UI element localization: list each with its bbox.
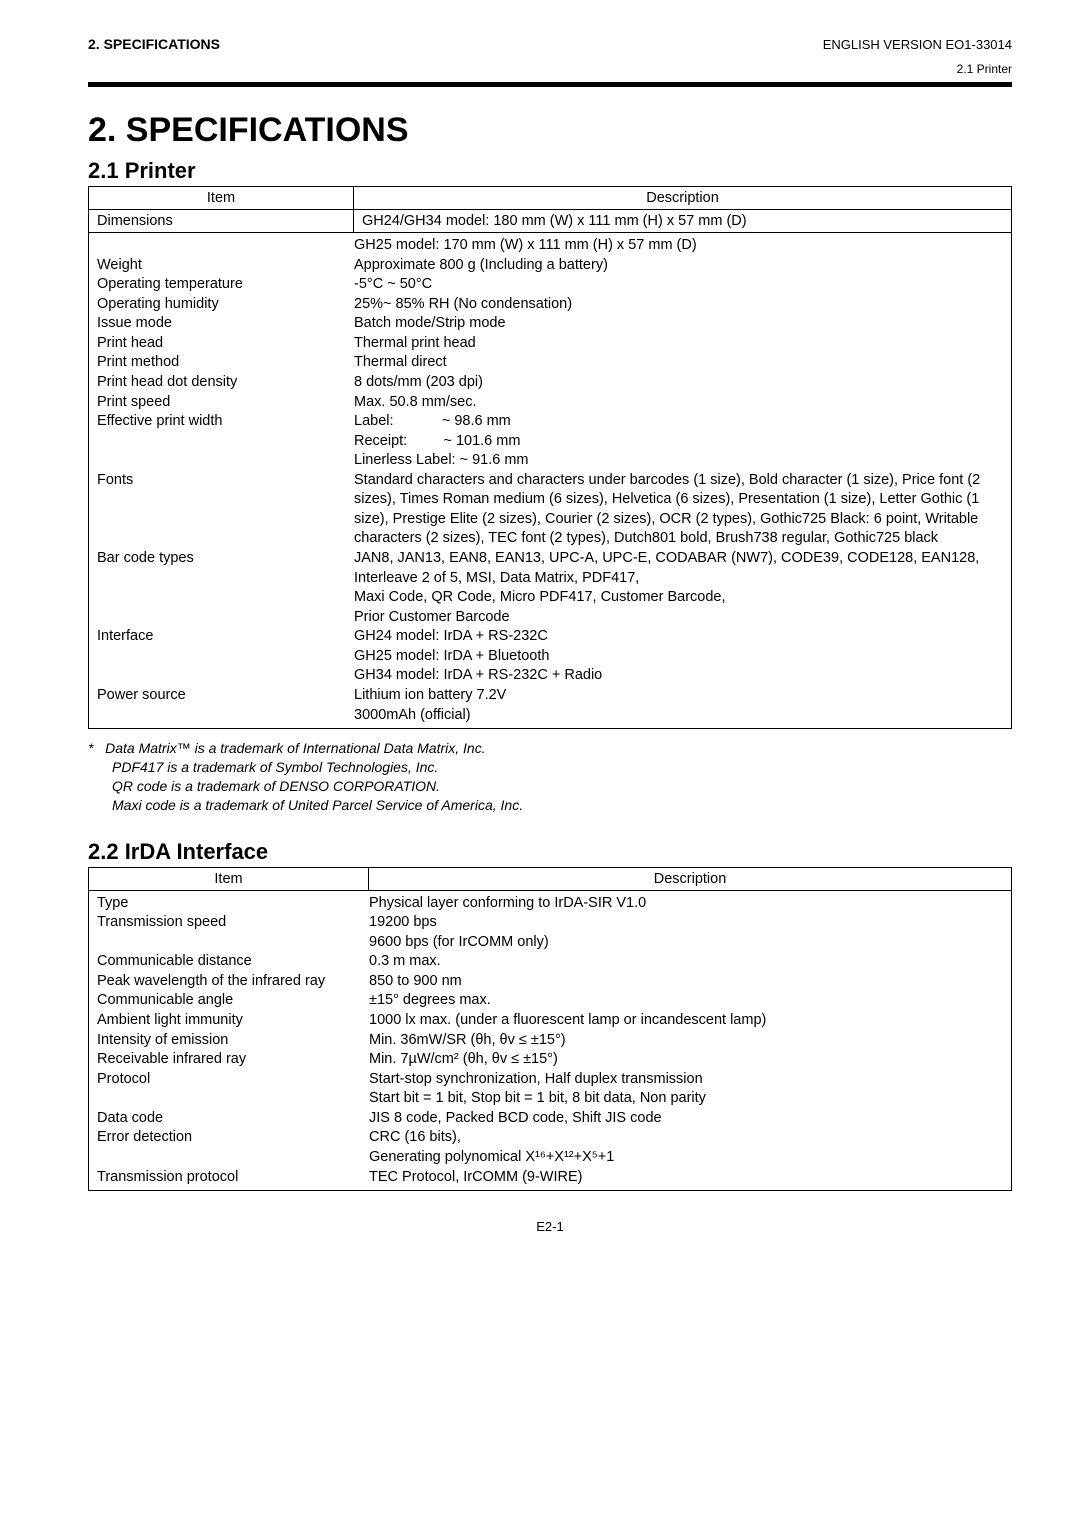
fonts-key: Fonts	[89, 471, 346, 549]
barcode-key: Bar code types	[89, 549, 346, 627]
optemp-val: -5°C ~ 50°C	[346, 275, 1011, 295]
recv-key: Receivable infrared ray	[89, 1050, 361, 1070]
printer-table: Item Description Dimensions GH24/GH34 mo…	[88, 186, 1012, 729]
fonts-val: Standard characters and characters under…	[346, 471, 1011, 549]
row-body: GH25 model: 170 mm (W) x 111 mm (H) x 57…	[89, 233, 1012, 729]
header-sub: 2.1 Printer	[88, 62, 1012, 76]
col-desc: Description	[369, 867, 1012, 890]
tspeed-val1: 19200 bps	[361, 913, 1011, 933]
section2-heading: 2.2 IrDA Interface	[88, 839, 1012, 865]
footnote-l1: Data Matrix™ is a trademark of Internati…	[105, 740, 485, 756]
issue-key: Issue mode	[89, 314, 346, 334]
pmethod-key: Print method	[89, 353, 346, 373]
footnote-l3: QR code is a trademark of DENSO CORPORAT…	[88, 777, 1012, 796]
header-right: ENGLISH VERSION EO1-33014	[823, 37, 1012, 52]
col-desc: Description	[354, 187, 1012, 210]
page-number: E2-1	[88, 1219, 1012, 1234]
proto-val1: Start-stop synchronization, Half duplex …	[361, 1070, 1011, 1090]
iface-val3: GH34 model: IrDA + RS-232C + Radio	[346, 666, 1011, 686]
phead-val: Thermal print head	[346, 334, 1011, 354]
tproto-key: Transmission protocol	[89, 1168, 361, 1188]
ambient-key: Ambient light immunity	[89, 1011, 361, 1031]
power-val1: Lithium ion battery 7.2V	[346, 686, 1011, 706]
dimensions-val2: GH25 model: 170 mm (W) x 111 mm (H) x 57…	[346, 236, 1011, 256]
barcode-val: JAN8, JAN13, EAN8, EAN13, UPC-A, UPC-E, …	[346, 549, 1011, 627]
row-dimensions: Dimensions GH24/GH34 model: 180 mm (W) x…	[89, 210, 1012, 233]
pmethod-val: Thermal direct	[346, 353, 1011, 373]
peak-val: 850 to 900 nm	[361, 972, 1011, 992]
ophum-key: Operating humidity	[89, 295, 346, 315]
peak-key: Peak wavelength of the infrared ray	[89, 972, 361, 992]
table-header-row: Item Description	[89, 187, 1012, 210]
header-rule	[88, 82, 1012, 87]
pdensity-val: 8 dots/mm (203 dpi)	[346, 373, 1011, 393]
ambient-val: 1000 lx max. (under a fluorescent lamp o…	[361, 1011, 1011, 1031]
cdist-val: 0.3 m max.	[361, 952, 1011, 972]
phead-key: Print head	[89, 334, 346, 354]
dimensions-key: Dimensions	[89, 210, 354, 233]
optemp-key: Operating temperature	[89, 275, 346, 295]
iface-val2: GH25 model: IrDA + Bluetooth	[346, 647, 1011, 667]
intensity-val: Min. 36mW/SR (θh, θv ≤ ±15°)	[361, 1031, 1011, 1051]
recv-val: Min. 7µW/cm² (θh, θv ≤ ±15°)	[361, 1050, 1011, 1070]
iface-key: Interface	[89, 627, 346, 647]
type-val: Physical layer conforming to IrDA-SIR V1…	[361, 894, 1011, 914]
footnote-star: *	[88, 740, 93, 756]
weight-val: Approximate 800 g (Including a battery)	[346, 256, 1011, 276]
cdist-key: Communicable distance	[89, 952, 361, 972]
dcode-val: JIS 8 code, Packed BCD code, Shift JIS c…	[361, 1109, 1011, 1129]
ophum-val: 25%~ 85% RH (No condensation)	[346, 295, 1011, 315]
weight-key: Weight	[89, 256, 346, 276]
pspeed-val: Max. 50.8 mm/sec.	[346, 393, 1011, 413]
footnote: * Data Matrix™ is a trademark of Interna…	[88, 739, 1012, 815]
footnote-l4: Maxi code is a trademark of United Parce…	[88, 796, 1012, 815]
proto-key: Protocol	[89, 1070, 361, 1090]
pdensity-key: Print head dot density	[89, 373, 346, 393]
header-left: 2. SPECIFICATIONS	[88, 36, 220, 52]
tspeed-val2: 9600 bps (for IrCOMM only)	[361, 933, 1011, 953]
power-key: Power source	[89, 686, 346, 706]
iface-val1: GH24 model: IrDA + RS-232C	[346, 627, 1011, 647]
type-key: Type	[89, 894, 361, 914]
power-val2: 3000mAh (official)	[346, 706, 1011, 726]
page-root: 2. SPECIFICATIONS ENGLISH VERSION EO1-33…	[0, 0, 1080, 1234]
epw-val3: Linerless Label: ~ 91.6 mm	[346, 451, 1011, 471]
doc-title: 2. SPECIFICATIONS	[88, 111, 1012, 150]
dcode-key: Data code	[89, 1109, 361, 1129]
col-item: Item	[89, 867, 369, 890]
row-body: TypePhysical layer conforming to IrDA-SI…	[89, 890, 1012, 1190]
pspeed-key: Print speed	[89, 393, 346, 413]
issue-val: Batch mode/Strip mode	[346, 314, 1011, 334]
footnote-l2: PDF417 is a trademark of Symbol Technolo…	[88, 758, 1012, 777]
epw-val1: Label: ~ 98.6 mm	[346, 412, 1011, 432]
epw-val2: Receipt: ~ 101.6 mm	[346, 432, 1011, 452]
tproto-val: TEC Protocol, IrCOMM (9-WIRE)	[361, 1168, 1011, 1188]
dimensions-val: GH24/GH34 model: 180 mm (W) x 111 mm (H)…	[354, 210, 1012, 233]
section1-heading: 2.1 Printer	[88, 158, 1012, 184]
irda-table: Item Description TypePhysical layer conf…	[88, 867, 1012, 1191]
tspeed-key: Transmission speed	[89, 913, 361, 933]
proto-val2: Start bit = 1 bit, Stop bit = 1 bit, 8 b…	[361, 1089, 1011, 1109]
err-val2: Generating polynomical X¹⁶+X¹²+X⁵+1	[361, 1148, 1011, 1168]
page-header: 2. SPECIFICATIONS ENGLISH VERSION EO1-33…	[88, 36, 1012, 52]
col-item: Item	[89, 187, 354, 210]
intensity-key: Intensity of emission	[89, 1031, 361, 1051]
epw-key: Effective print width	[89, 412, 346, 432]
cangle-key: Communicable angle	[89, 991, 361, 1011]
err-key: Error detection	[89, 1128, 361, 1148]
table-header-row: Item Description	[89, 867, 1012, 890]
cangle-val: ±15° degrees max.	[361, 991, 1011, 1011]
err-val1: CRC (16 bits),	[361, 1128, 1011, 1148]
